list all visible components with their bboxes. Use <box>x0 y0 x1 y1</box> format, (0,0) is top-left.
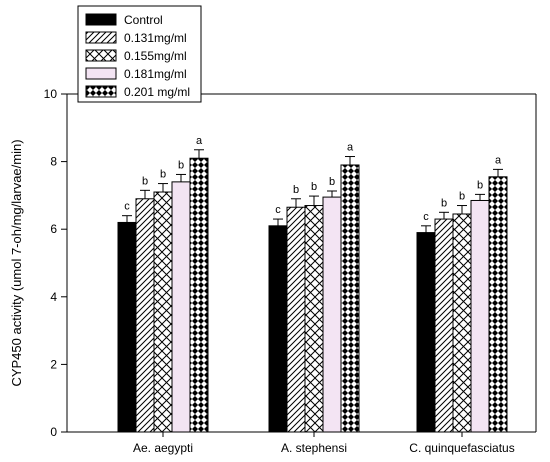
bar <box>434 218 454 433</box>
legend: Control 0.131mg/ml 0.155mg/ml 0.181mg/ml 0.2… <box>77 5 202 103</box>
legend-label: 0.131mg/ml <box>124 31 187 45</box>
significance-label: b <box>441 197 447 209</box>
significance-label: b <box>459 191 465 203</box>
significance-label: b <box>142 175 148 187</box>
y-tick-label: 4 <box>50 290 57 304</box>
significance-label: a <box>196 135 203 147</box>
bar <box>304 205 324 433</box>
bar <box>268 225 288 433</box>
legend-label: Control <box>124 13 163 27</box>
bar <box>488 176 508 433</box>
y-tick-label: 0 <box>50 425 57 439</box>
y-tick-label: 8 <box>50 155 57 169</box>
significance-label: a <box>347 142 354 154</box>
significance-label: b <box>178 159 184 171</box>
bar <box>153 191 173 433</box>
y-axis-ticks: 0 2 4 6 8 10 <box>44 87 67 439</box>
significance-label: b <box>311 181 317 193</box>
legend-label: 0.181mg/ml <box>124 67 187 81</box>
significance-label: b <box>477 179 483 191</box>
y-tick-label: 10 <box>44 87 58 101</box>
bar <box>189 157 209 433</box>
bar <box>322 196 342 433</box>
bar <box>117 221 137 433</box>
significance-label: c <box>124 201 130 213</box>
bar <box>135 198 155 433</box>
y-tick-label: 2 <box>50 357 57 371</box>
bar <box>470 199 490 433</box>
legend-swatch <box>85 49 117 62</box>
x-category-label: C. quinquefasciatus <box>409 441 514 455</box>
significance-label: a <box>495 154 502 166</box>
y-tick-label: 6 <box>50 222 57 236</box>
significance-label: b <box>160 169 166 181</box>
bar <box>416 232 436 433</box>
significance-label: b <box>293 184 299 196</box>
x-category-label: Ae. aegypti <box>133 441 193 455</box>
bar <box>340 164 360 433</box>
bar <box>452 213 472 433</box>
significance-label: c <box>275 204 281 216</box>
x-category-label: A. stephensi <box>281 441 347 455</box>
legend-swatch <box>85 85 117 98</box>
y-axis-title: CYP450 activity (umol 7-oh/mg/larvae/min… <box>9 139 24 386</box>
legend-swatch <box>85 67 117 80</box>
bar <box>286 206 306 433</box>
legend-swatch <box>85 13 117 26</box>
significance-label: b <box>329 176 335 188</box>
legend-label: 0.155mg/ml <box>124 49 187 63</box>
legend-swatch <box>85 31 117 44</box>
x-axis-category-labels: Ae. aegypti A. stephensi C. quinquefasciat… <box>133 432 515 455</box>
legend-label: 0.201 mg/ml <box>124 85 190 99</box>
significance-label: c <box>423 211 429 223</box>
bar <box>171 181 191 433</box>
